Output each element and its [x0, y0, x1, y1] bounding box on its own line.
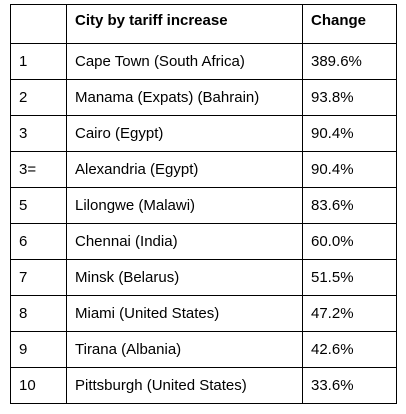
- rank-cell: 3=: [10, 151, 67, 188]
- change-cell: 60.0%: [302, 223, 397, 260]
- change-cell: 93.8%: [302, 79, 397, 116]
- table-row: 3= Alexandria (Egypt) 90.4%: [10, 151, 397, 188]
- change-cell: 51.5%: [302, 259, 397, 296]
- change-cell: 33.6%: [302, 367, 397, 404]
- city-cell: Miami (United States): [66, 295, 303, 332]
- city-cell: Lilongwe (Malawi): [66, 187, 303, 224]
- city-cell: Chennai (India): [66, 223, 303, 260]
- rank-cell: 3: [10, 115, 67, 152]
- change-cell: 42.6%: [302, 331, 397, 368]
- city-cell: Minsk (Belarus): [66, 259, 303, 296]
- rank-cell: 5: [10, 187, 67, 224]
- city-cell: Pittsburgh (United States): [66, 367, 303, 404]
- rank-cell: 9: [10, 331, 67, 368]
- table-row: 7 Minsk (Belarus) 51.5%: [10, 259, 397, 296]
- table-row: 6 Chennai (India) 60.0%: [10, 223, 397, 260]
- city-cell: Alexandria (Egypt): [66, 151, 303, 188]
- rank-cell: 6: [10, 223, 67, 260]
- table-row: 9 Tirana (Albania) 42.6%: [10, 331, 397, 368]
- table-row: 8 Miami (United States) 47.2%: [10, 295, 397, 332]
- city-cell: Cairo (Egypt): [66, 115, 303, 152]
- table-row: 10 Pittsburgh (United States) 33.6%: [10, 367, 397, 404]
- change-cell: 90.4%: [302, 151, 397, 188]
- change-header: Change: [302, 4, 397, 44]
- city-cell: Tirana (Albania): [66, 331, 303, 368]
- table-row: 3 Cairo (Egypt) 90.4%: [10, 115, 397, 152]
- table-row: 2 Manama (Expats) (Bahrain) 93.8%: [10, 79, 397, 116]
- change-cell: 389.6%: [302, 43, 397, 80]
- rank-cell: 8: [10, 295, 67, 332]
- city-cell: Cape Town (South Africa): [66, 43, 303, 80]
- rank-cell: 1: [10, 43, 67, 80]
- tariff-table-container: City by tariff increase Change 1 Cape To…: [10, 4, 397, 407]
- change-cell: 47.2%: [302, 295, 397, 332]
- change-cell: 83.6%: [302, 187, 397, 224]
- rank-cell: 2: [10, 79, 67, 116]
- city-header: City by tariff increase: [66, 4, 303, 44]
- city-cell: Manama (Expats) (Bahrain): [66, 79, 303, 116]
- rank-cell: 10: [10, 367, 67, 404]
- table-row: 5 Lilongwe (Malawi) 83.6%: [10, 187, 397, 224]
- table-header-row: City by tariff increase Change: [10, 4, 397, 44]
- tariff-increase-table: City by tariff increase Change 1 Cape To…: [10, 4, 397, 404]
- rank-cell: 7: [10, 259, 67, 296]
- change-cell: 90.4%: [302, 115, 397, 152]
- rank-header: [10, 4, 67, 44]
- table-row: 1 Cape Town (South Africa) 389.6%: [10, 43, 397, 80]
